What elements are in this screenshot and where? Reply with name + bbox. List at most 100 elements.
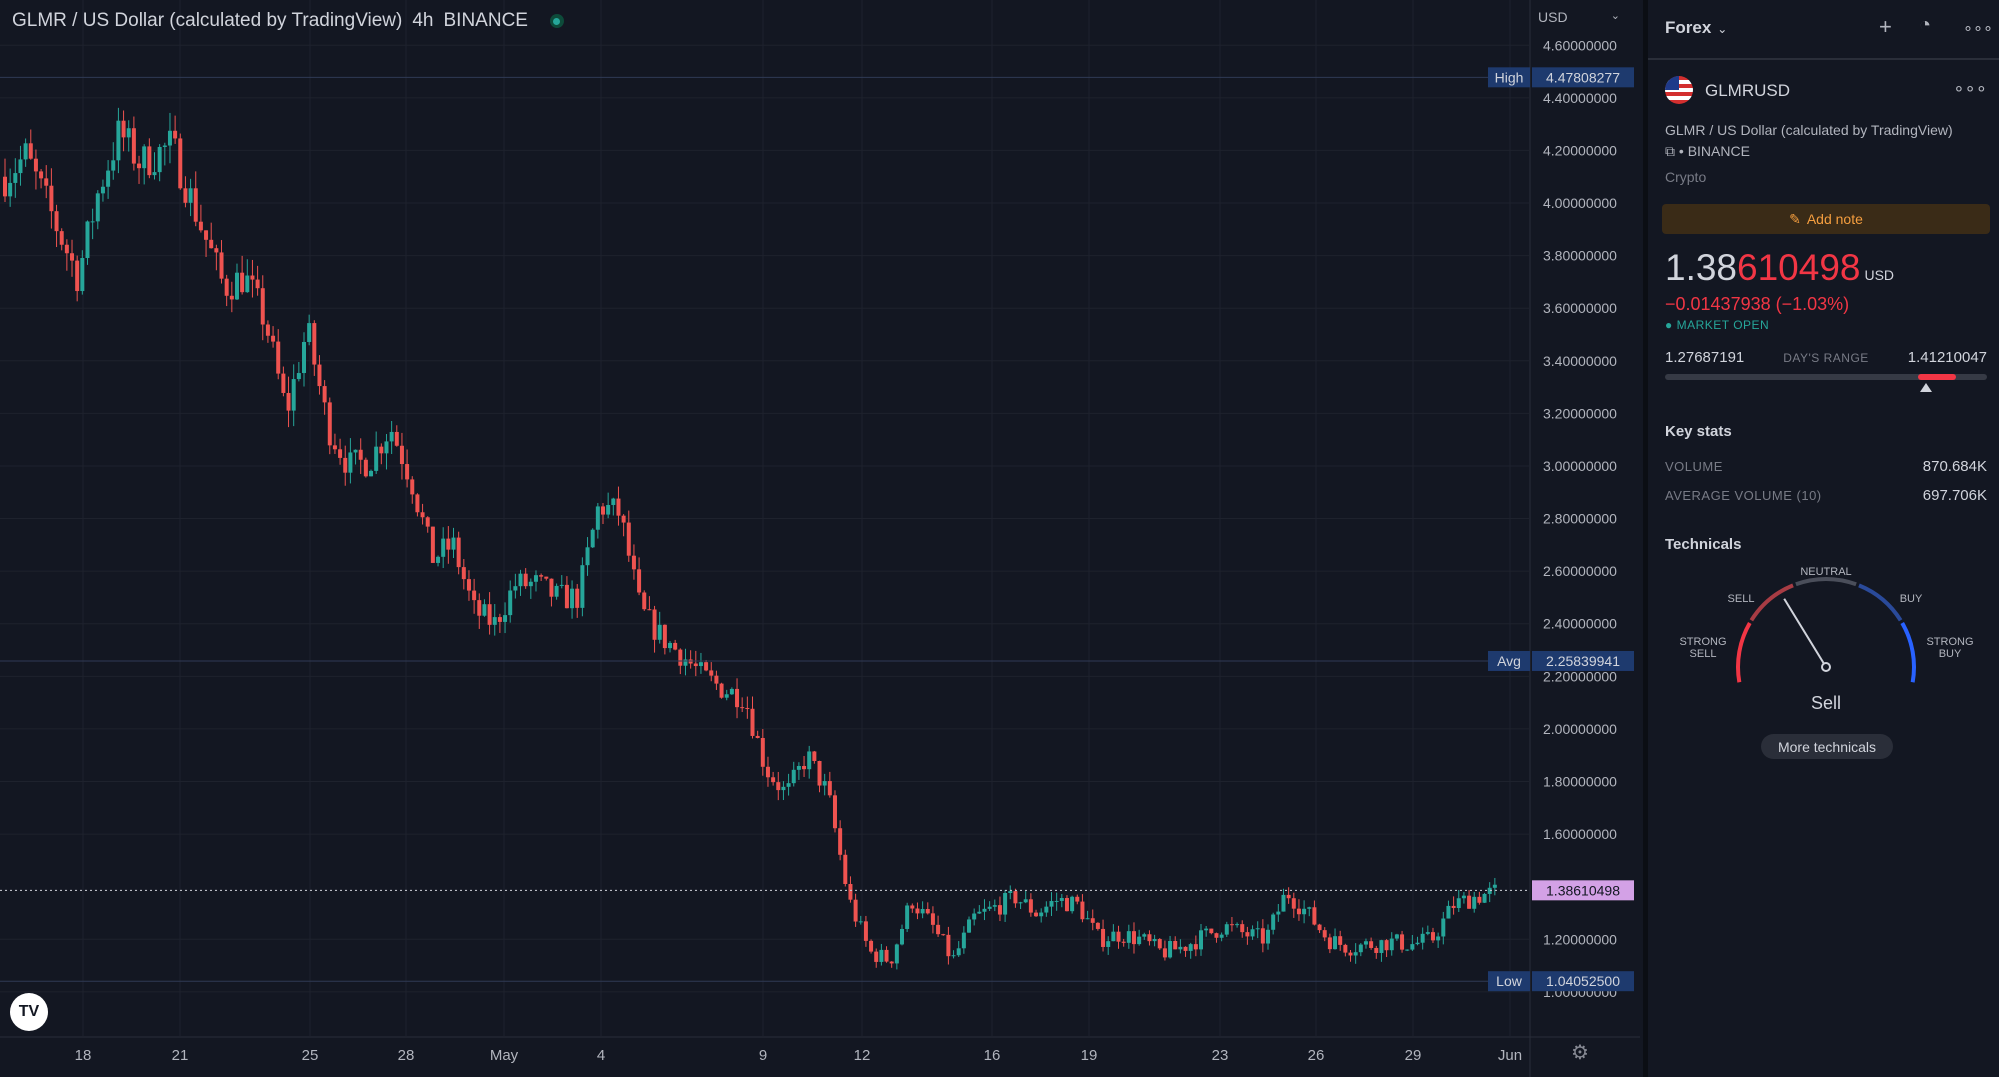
more-technicals-button[interactable]: More technicals bbox=[1761, 734, 1893, 759]
price-chart[interactable]: 4.60000000 4.40000000 4.20000000 4.00000000… bbox=[0, 0, 1640, 1077]
chevron-down-icon: ⌄ bbox=[1717, 22, 1728, 36]
candle-body bbox=[332, 445, 337, 450]
candle-body bbox=[291, 379, 296, 411]
last-price-value-text: 1.38610498 bbox=[1546, 882, 1620, 898]
watchlist-title[interactable]: Forex ⌄ bbox=[1665, 18, 1728, 37]
price-tick-label: 2.20000000 bbox=[1543, 668, 1617, 684]
symbol-name[interactable]: GLMRUSD bbox=[1705, 81, 1791, 100]
candle-body bbox=[204, 230, 209, 240]
candle-body bbox=[539, 575, 544, 577]
symbol-more-icon[interactable]: ∘∘∘ bbox=[1953, 78, 1987, 98]
candle-body bbox=[229, 295, 234, 300]
more-options-icon[interactable]: ∘∘∘ bbox=[1963, 20, 1994, 37]
candle-body bbox=[606, 504, 611, 515]
candle-body bbox=[750, 708, 755, 736]
candle-body bbox=[508, 590, 513, 616]
gear-icon[interactable]: ⚙ bbox=[1571, 1042, 1589, 1064]
candle-body bbox=[358, 449, 363, 460]
time-tick-label: 18 bbox=[75, 1047, 92, 1064]
market-status: ● MARKET OPEN bbox=[1665, 318, 1770, 332]
external-link-icon[interactable]: ⧉ bbox=[1665, 143, 1675, 159]
symbol-exchange[interactable]: BINANCE bbox=[1687, 143, 1750, 159]
price-tick-label: 3.80000000 bbox=[1543, 248, 1617, 264]
candle-body bbox=[936, 924, 941, 935]
pie-chart-icon[interactable]: ◔ bbox=[1919, 14, 1932, 36]
candle-body bbox=[729, 688, 734, 695]
candle-body bbox=[384, 441, 389, 454]
candle-body bbox=[673, 642, 678, 650]
candle-body bbox=[724, 694, 729, 698]
candle-body bbox=[343, 457, 348, 473]
candle-body bbox=[193, 188, 198, 222]
candle-body bbox=[745, 707, 750, 709]
candle-body bbox=[271, 335, 276, 342]
candle-body bbox=[1394, 934, 1399, 939]
candle-body bbox=[142, 146, 147, 169]
candle-body bbox=[451, 537, 456, 550]
high-value-text: 4.47808277 bbox=[1546, 69, 1620, 85]
candle-body bbox=[662, 624, 667, 649]
chevron-down-icon: ⌄ bbox=[1610, 10, 1620, 22]
candle-body bbox=[1410, 944, 1415, 950]
price-tick-label: 2.80000000 bbox=[1543, 511, 1617, 527]
candle-body bbox=[1095, 922, 1100, 929]
candle-body bbox=[1075, 896, 1080, 902]
time-tick-label: 16 bbox=[984, 1047, 1001, 1064]
candle-body bbox=[59, 231, 64, 245]
candle-body bbox=[281, 373, 286, 393]
price-change: −0.01437938 (−1.03%) bbox=[1665, 294, 1850, 314]
candle-body bbox=[1121, 941, 1126, 943]
candle-body bbox=[234, 272, 239, 300]
candle-body bbox=[369, 470, 374, 477]
candle-body bbox=[1059, 898, 1064, 901]
add-symbol-icon[interactable]: + bbox=[1879, 14, 1892, 39]
candle-body bbox=[1054, 900, 1059, 902]
candle-body bbox=[3, 176, 7, 197]
currency-selector[interactable]: USD ⌄ bbox=[1538, 9, 1628, 25]
candle-body bbox=[1008, 891, 1013, 894]
candle-body bbox=[399, 445, 404, 465]
candle-body bbox=[1338, 936, 1343, 945]
candle-body bbox=[1214, 933, 1219, 938]
tradingview-logo-icon[interactable]: TV bbox=[10, 993, 48, 1031]
candle-body bbox=[1430, 932, 1435, 941]
time-tick-label: 28 bbox=[398, 1047, 415, 1064]
candle-body bbox=[1441, 918, 1446, 937]
candle-body bbox=[1044, 906, 1049, 913]
candle-body bbox=[1260, 928, 1265, 944]
candle-body bbox=[997, 905, 1002, 915]
candle-body bbox=[941, 934, 946, 936]
candle-body bbox=[1379, 940, 1384, 953]
add-note-label: Add note bbox=[1806, 211, 1863, 227]
candle-body bbox=[394, 431, 399, 446]
candle-body bbox=[188, 188, 193, 203]
currency-label: USD bbox=[1538, 9, 1568, 25]
add-note-button[interactable]: ✎ Add note bbox=[1662, 204, 1990, 234]
candle-body bbox=[1003, 893, 1008, 915]
candle-body bbox=[106, 170, 111, 187]
gauge-buy-arc bbox=[1858, 583, 1903, 622]
time-tick-label: 4 bbox=[597, 1047, 605, 1064]
candle-body bbox=[533, 575, 538, 582]
symbol-header[interactable]: GLMR / US Dollar (calculated by TradingV… bbox=[12, 8, 564, 34]
candle-body bbox=[786, 783, 791, 787]
candle-body bbox=[302, 341, 306, 374]
candle-body bbox=[869, 940, 874, 952]
candle-body bbox=[152, 172, 157, 176]
candle-body bbox=[884, 949, 889, 962]
candle-body bbox=[595, 506, 600, 530]
volume-label: VOLUME bbox=[1665, 459, 1723, 474]
candle-body bbox=[796, 765, 801, 770]
candle-body bbox=[848, 884, 853, 900]
time-tick-label: May bbox=[490, 1047, 519, 1064]
chart-area[interactable]: 4.60000000 4.40000000 4.20000000 4.00000000… bbox=[0, 0, 1640, 1077]
candle-body bbox=[601, 506, 605, 515]
candle-body bbox=[1111, 931, 1116, 942]
candle-body bbox=[23, 143, 28, 160]
time-tick-label: 23 bbox=[1212, 1047, 1229, 1064]
gauge-strong-buy-arc bbox=[1900, 622, 1916, 683]
candle-body bbox=[1363, 941, 1368, 945]
interval-label[interactable]: 4h bbox=[412, 10, 434, 31]
candle-body bbox=[425, 517, 430, 527]
